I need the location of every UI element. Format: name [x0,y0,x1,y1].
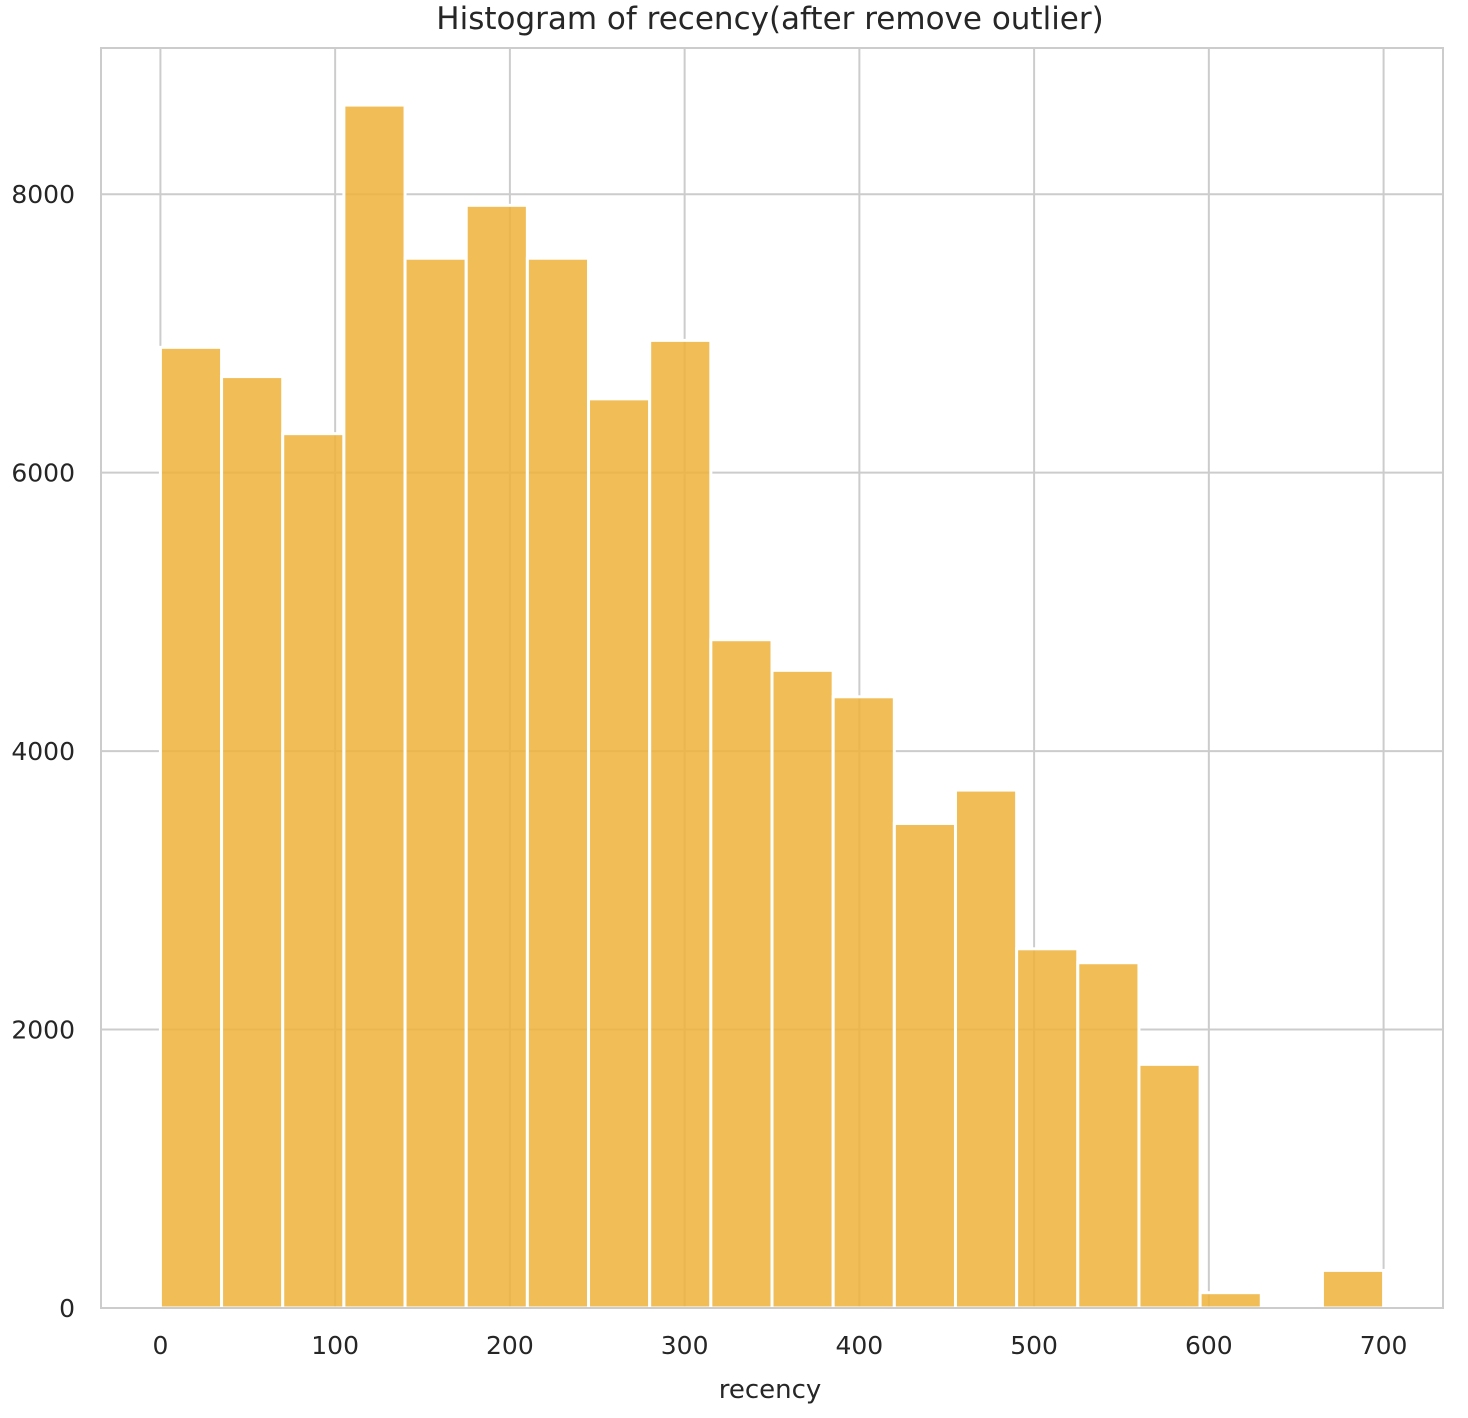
histogram-bar [648,338,713,1310]
histogram-bar [525,256,591,1310]
histogram-bar [1137,1062,1202,1310]
histogram-bar [1320,1268,1386,1310]
histogram-bar [1076,961,1141,1310]
x-tick-label: 0 [152,1331,168,1360]
histogram-bar [403,256,468,1310]
x-tick-label: 200 [486,1331,534,1360]
histogram-bar [587,397,652,1310]
histogram-bar [1198,1291,1263,1310]
histogram-bar [281,432,346,1310]
x-tick-label: 700 [1360,1331,1408,1360]
x-tick-label: 600 [1185,1331,1233,1360]
x-tick-label: 300 [661,1331,709,1360]
chart-title: Histogram of recency(after remove outlie… [436,1,1103,37]
x-axis-label: recency [719,1375,822,1405]
histogram-bar [464,203,529,1310]
x-tick-label: 100 [311,1331,359,1360]
y-tick-label: 2000 [11,1016,75,1045]
histogram-bar [220,375,285,1310]
histogram-bar [1015,947,1080,1310]
x-tick-label: 500 [1010,1331,1058,1360]
histogram-bar [770,668,835,1310]
histogram-bar [158,345,224,1310]
histogram-bar [892,821,957,1310]
plot-frame [100,47,1444,1309]
y-tick-label: 6000 [11,459,75,488]
y-tick-label: 8000 [11,180,75,209]
bar-layer [158,103,1386,1310]
histogram-bar [342,103,407,1310]
y-tick-label: 0 [59,1294,75,1323]
tick-layer: 0 100 200 300 400 500 600 700 0 2000 4000 6000 8000 [11,180,1407,1360]
x-tick-label: 400 [836,1331,884,1360]
histogram-bar [709,638,774,1310]
y-tick-label: 4000 [11,737,75,766]
histogram-bar [953,788,1019,1310]
histogram-bar [831,695,896,1310]
